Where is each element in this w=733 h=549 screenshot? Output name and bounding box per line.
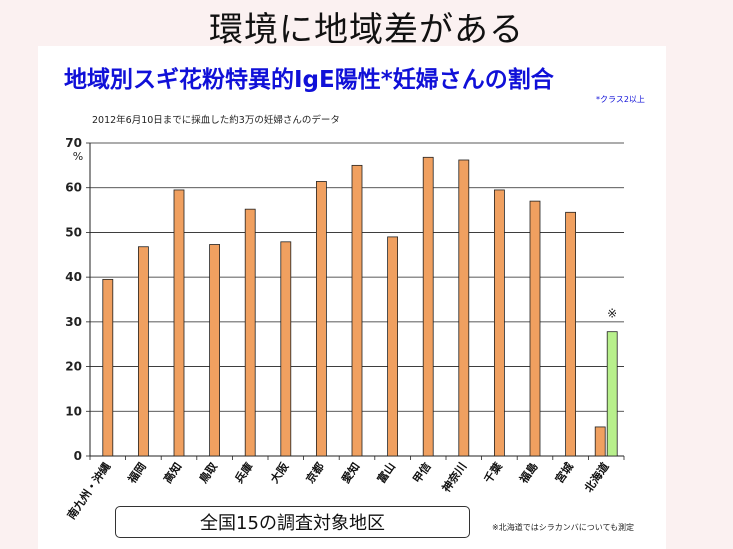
y-tick-label: 30 xyxy=(65,315,82,329)
bar xyxy=(351,164,363,457)
bar xyxy=(594,426,606,457)
y-tick-label: 40 xyxy=(65,270,82,284)
bar xyxy=(565,211,576,457)
x-tick-label: 甲信 xyxy=(410,460,434,486)
bar xyxy=(173,189,185,457)
bar xyxy=(529,200,541,457)
y-tick-label: 60 xyxy=(65,181,82,195)
x-tick-label: 宮城 xyxy=(552,460,576,486)
bar xyxy=(387,236,399,457)
annotation-mark: ※ xyxy=(607,307,617,321)
x-tick-label: 神奈川 xyxy=(439,460,469,495)
chart-title-note: *クラス2以上 xyxy=(596,95,645,104)
x-axis-title: 全国15の調査対象地区 xyxy=(115,506,470,538)
bar xyxy=(280,241,292,457)
bar xyxy=(244,208,256,457)
y-axis-unit: % xyxy=(73,150,83,163)
y-tick-label: 70 xyxy=(65,136,82,150)
bar xyxy=(315,181,327,457)
bar xyxy=(606,331,618,457)
x-tick-label: 南九州・沖縄 xyxy=(64,460,113,522)
bar xyxy=(493,189,505,457)
bar xyxy=(137,246,149,457)
x-tick-label: 鳥取 xyxy=(196,460,220,486)
y-tick-label: 50 xyxy=(65,225,82,239)
slide-title: 環境に地域差がある xyxy=(209,10,524,50)
x-tick-label: 富山 xyxy=(374,460,398,486)
x-tick-label: 大阪 xyxy=(267,459,292,486)
bar xyxy=(102,278,114,457)
x-tick-label: 愛知 xyxy=(338,460,362,486)
bar xyxy=(422,156,434,457)
chart-subtitle: 2012年6月10日までに採血した約3万の妊婦さんのデータ xyxy=(92,115,340,126)
x-tick-label: 福島 xyxy=(516,460,541,487)
y-tick-label: 20 xyxy=(65,360,82,374)
y-tick-label: 10 xyxy=(65,404,82,418)
x-tick-label: 千葉 xyxy=(481,459,506,486)
x-tick-label: 兵庫 xyxy=(232,460,256,486)
x-tick-label: 京都 xyxy=(303,460,327,486)
x-tick-label: 福岡 xyxy=(124,460,149,487)
bar xyxy=(209,244,221,457)
x-tick-label: 高知 xyxy=(160,460,184,486)
x-tick-label: 北海道 xyxy=(581,460,611,495)
footnote: ※北海道ではシラカンバについても測定 xyxy=(492,523,635,532)
bar xyxy=(458,159,470,457)
chart-title: 地域別スギ花粉特異的IgE陽性*妊婦さんの割合 xyxy=(64,67,554,93)
y-tick-label: 0 xyxy=(74,449,82,463)
